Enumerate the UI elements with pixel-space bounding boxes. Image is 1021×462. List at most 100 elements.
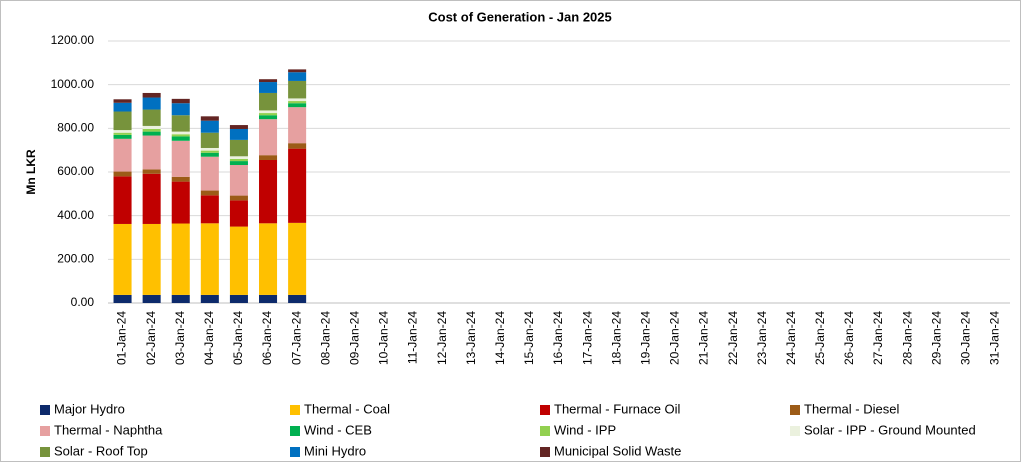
bar-segment (200, 132, 219, 148)
bar-segment (259, 155, 278, 160)
bar-segment (229, 195, 248, 201)
bar-segment (229, 200, 248, 227)
x-tick-label: 23-Jan-24 (755, 311, 769, 365)
bar-segment (200, 116, 219, 121)
y-tick-label: 0.00 (71, 295, 95, 309)
legend-swatch (40, 447, 50, 457)
legend-swatch (290, 426, 300, 436)
x-tick-label: 01-Jan-24 (115, 311, 129, 365)
bar-segment (171, 98, 190, 104)
bar-segment (142, 173, 161, 224)
bar-segment (229, 294, 248, 303)
x-tick-label: 02-Jan-24 (144, 311, 158, 365)
bar-segment (288, 103, 307, 108)
bar-segment (288, 222, 307, 295)
legend-swatch (290, 405, 300, 415)
bar-segment (200, 120, 219, 133)
bar-segment (113, 102, 132, 112)
x-tick-label: 29-Jan-24 (929, 311, 943, 365)
x-tick-label: 17-Jan-24 (580, 311, 594, 365)
bar-segment (171, 115, 190, 132)
legend-label: Thermal - Furnace Oil (554, 401, 681, 416)
bar-segment (288, 148, 307, 223)
bar-segment (259, 159, 278, 224)
bar-segment (229, 165, 248, 196)
x-tick-label: 05-Jan-24 (231, 311, 245, 365)
legend-label: Wind - CEB (304, 422, 372, 437)
bar-segment (200, 190, 219, 196)
bar-segment (113, 138, 132, 172)
y-tick-label: 600.00 (57, 164, 94, 178)
bar-segment (142, 92, 161, 98)
bar-segment (259, 113, 278, 116)
x-tick-label: 12-Jan-24 (435, 311, 449, 365)
bar-segment (113, 176, 132, 224)
bar-segment (259, 115, 278, 120)
y-tick-label: 800.00 (57, 121, 94, 135)
x-tick-label: 22-Jan-24 (726, 311, 740, 365)
legend-label: Solar - IPP - Ground Mounted (804, 422, 976, 437)
bar-segment (259, 92, 278, 111)
legend-swatch (40, 426, 50, 436)
legend-label: Solar - Roof Top (54, 443, 148, 458)
bar-segment (200, 223, 219, 295)
bar-segment (113, 134, 132, 139)
x-tick-label: 16-Jan-24 (551, 311, 565, 365)
bar-segment (229, 156, 248, 159)
legend-label: Municipal Solid Waste (554, 443, 681, 458)
legend-swatch (540, 447, 550, 457)
bar-segment (200, 152, 219, 157)
bar-segment (259, 223, 278, 295)
x-tick-label: 14-Jan-24 (493, 311, 507, 365)
x-tick-label: 18-Jan-24 (609, 311, 623, 365)
bar-segment (142, 128, 161, 132)
bar-segment (229, 128, 248, 140)
bar-segment (113, 171, 132, 177)
bar-segment (171, 103, 190, 116)
legend-label: Wind - IPP (554, 422, 616, 437)
bar-segment (259, 79, 278, 83)
bar-segment (142, 97, 161, 110)
x-tick-label: 20-Jan-24 (668, 311, 682, 365)
legend-label: Mini Hydro (304, 443, 366, 458)
bar-segment (171, 181, 190, 224)
legend-label: Major Hydro (54, 401, 125, 416)
x-tick-label: 31-Jan-24 (988, 311, 1002, 365)
bar-segment (142, 169, 161, 174)
bar-segment (229, 161, 248, 166)
legend-label: Thermal - Coal (304, 401, 390, 416)
bar-segment (142, 135, 161, 170)
bar-segment (229, 125, 248, 129)
bar-segment (171, 294, 190, 303)
legend-swatch (40, 405, 50, 415)
x-tick-label: 09-Jan-24 (347, 311, 361, 365)
x-tick-label: 24-Jan-24 (784, 311, 798, 365)
x-tick-label: 21-Jan-24 (697, 311, 711, 365)
y-tick-label: 1200.00 (51, 33, 95, 47)
legend-label: Thermal - Diesel (804, 401, 899, 416)
legend-label: Thermal - Naphtha (54, 422, 163, 437)
bar-segment (229, 158, 248, 162)
x-tick-label: 13-Jan-24 (464, 311, 478, 365)
bar-segment (113, 294, 132, 303)
bar-segment (288, 69, 307, 73)
bar-segment (288, 107, 307, 144)
x-tick-label: 07-Jan-24 (289, 311, 303, 365)
y-tick-label: 200.00 (57, 252, 94, 266)
bar-segment (259, 119, 278, 156)
bar-segment (113, 130, 132, 133)
x-tick-label: 26-Jan-24 (842, 311, 856, 365)
x-tick-label: 06-Jan-24 (260, 311, 274, 365)
bar-segment (171, 223, 190, 295)
bar-segment (113, 99, 132, 103)
y-tick-label: 1000.00 (51, 77, 95, 91)
legend-swatch (290, 447, 300, 457)
bar-segment (288, 80, 307, 99)
legend-swatch (790, 426, 800, 436)
bar-segment (113, 223, 132, 295)
bar-segment (200, 156, 219, 191)
bar-segment (142, 125, 161, 129)
y-axis-label: Mn LKR (24, 149, 38, 195)
legend-swatch (540, 426, 550, 436)
